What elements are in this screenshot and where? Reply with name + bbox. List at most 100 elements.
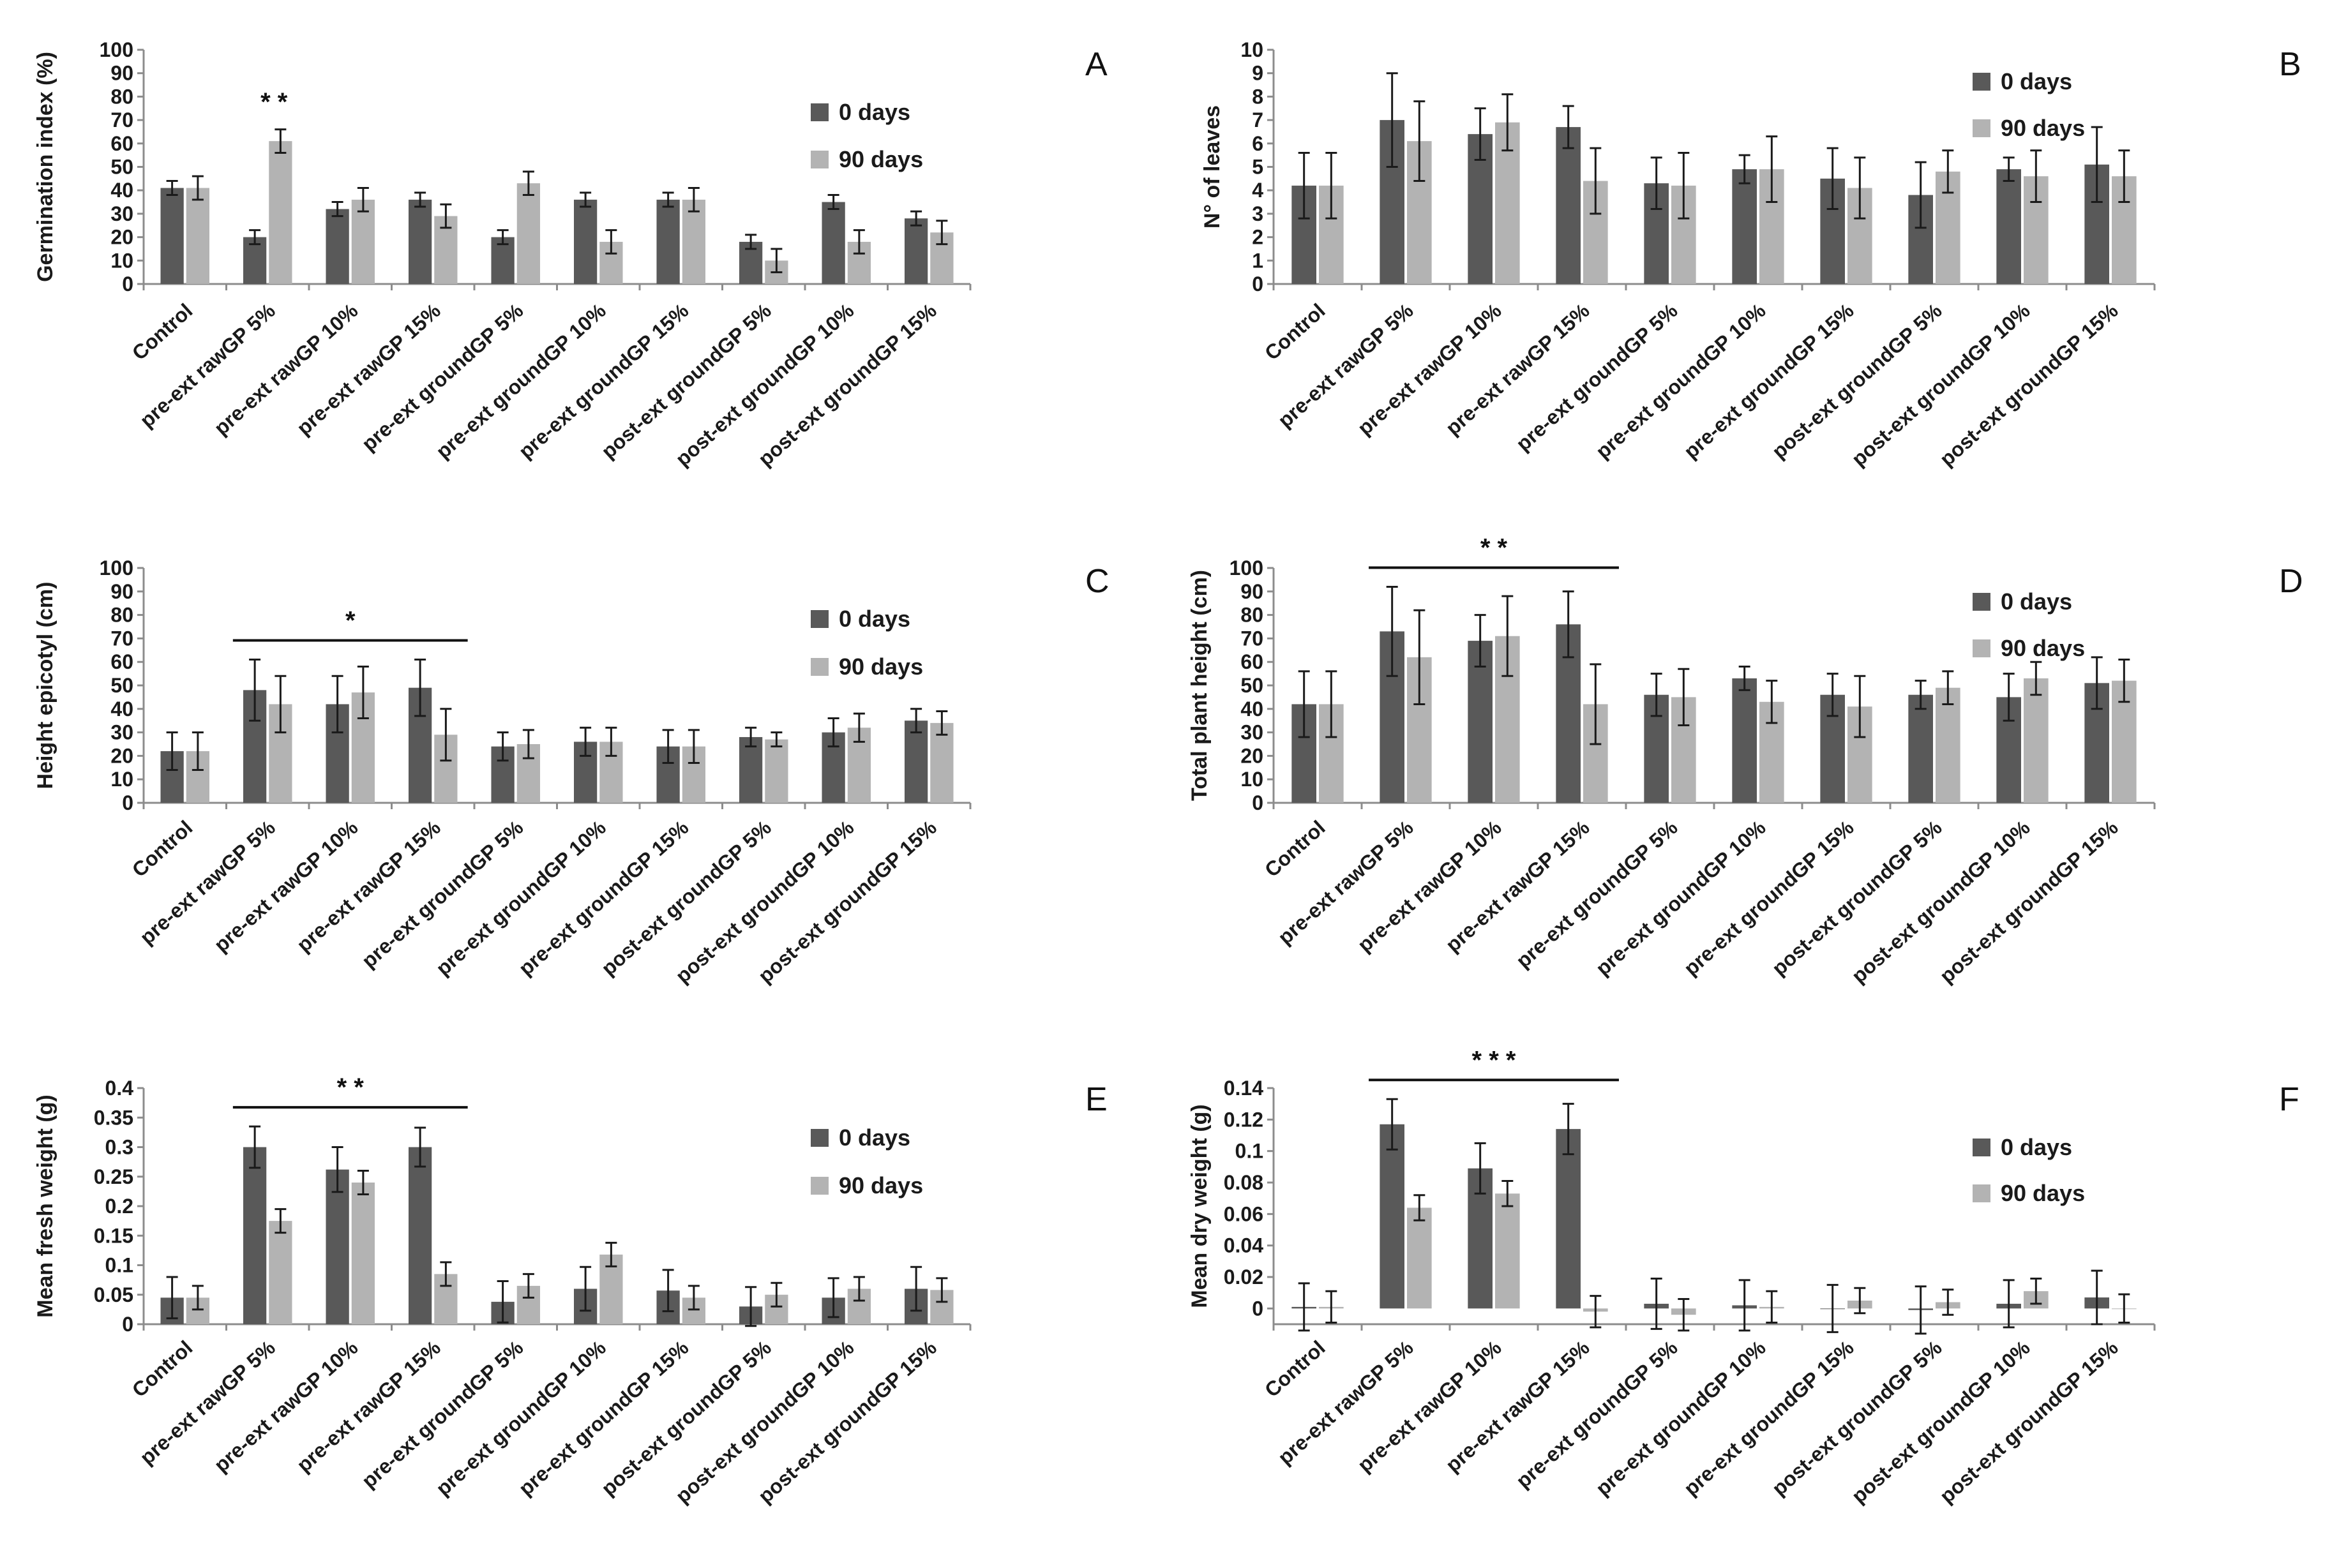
y-tick-label: 10 bbox=[110, 768, 133, 791]
legend: 0 days 90 days bbox=[1973, 68, 2085, 141]
y-tick-label: 60 bbox=[1240, 650, 1263, 673]
y-tick-label: 0.4 bbox=[105, 1077, 134, 1100]
y-tick-label: 20 bbox=[110, 744, 133, 767]
chart-panel-e: 0 0.05 0.1 0.15 0.2 0.25 0.3 0.35 0.4 Mean fresh … bbox=[33, 1073, 1108, 1507]
x-category-label: pre-ext rawGP 10% bbox=[1353, 1336, 1506, 1476]
bar-day0 bbox=[904, 218, 928, 284]
y-tick-label: 0.05 bbox=[94, 1283, 133, 1306]
x-category-label: Control bbox=[1260, 1336, 1330, 1401]
x-category-label: post-ext groundGP 5% bbox=[1768, 1336, 1946, 1500]
y-tick-label: 0.2 bbox=[105, 1195, 133, 1218]
x-category-label: pre-ext groundGP 15% bbox=[514, 299, 693, 463]
y-tick-label: 0.3 bbox=[105, 1136, 133, 1159]
x-category-label: post-ext groundGP 5% bbox=[597, 299, 776, 463]
y-tick-label: 7 bbox=[1252, 108, 1263, 131]
x-category-label: pre-ext groundGP 10% bbox=[432, 1336, 610, 1500]
y-tick-label: 10 bbox=[1240, 768, 1263, 791]
y-tick-label: 20 bbox=[110, 226, 133, 249]
x-category-label: pre-ext rawGP 15% bbox=[292, 1336, 445, 1476]
x-category-label: post-ext groundGP 5% bbox=[597, 1336, 776, 1500]
legend-label: 90 days bbox=[839, 146, 923, 172]
significance-marker: * * bbox=[260, 88, 288, 116]
x-category-label: Control bbox=[128, 299, 197, 364]
y-tick-label: 70 bbox=[110, 627, 133, 650]
y-axis-title: Height epicotyl (cm) bbox=[33, 582, 57, 789]
legend-label: 0 days bbox=[2001, 588, 2072, 615]
y-tick-label: 100 bbox=[1230, 556, 1263, 579]
x-category-label: pre-ext rawGP 5% bbox=[135, 816, 280, 948]
y-tick-label: 10 bbox=[110, 249, 133, 272]
y-tick-label: 0.02 bbox=[1224, 1266, 1263, 1288]
y-tick-label: 40 bbox=[110, 698, 133, 721]
x-category-label: post-ext groundGP 10% bbox=[1847, 1336, 2034, 1507]
y-tick-label: 4 bbox=[1252, 179, 1263, 202]
y-tick-label: 90 bbox=[110, 62, 133, 85]
significance-marker: * * bbox=[337, 1073, 365, 1101]
x-category-label: Control bbox=[128, 1336, 197, 1401]
legend-label: 90 days bbox=[839, 653, 923, 680]
legend-swatch-day0 bbox=[1973, 593, 1990, 611]
y-tick-label: 60 bbox=[110, 650, 133, 673]
y-tick-label: 2 bbox=[1252, 226, 1263, 249]
y-tick-label: 80 bbox=[1240, 604, 1263, 627]
x-category-label: pre-ext rawGP 10% bbox=[209, 299, 362, 439]
bar-day0 bbox=[1468, 641, 1493, 803]
bar-day90 bbox=[930, 722, 954, 803]
bar-day0 bbox=[243, 1147, 267, 1324]
legend-label: 0 days bbox=[839, 1124, 910, 1151]
x-category-label: post-ext groundGP 10% bbox=[1847, 816, 2034, 987]
y-tick-label: 5 bbox=[1252, 156, 1263, 179]
y-tick-label: 0 bbox=[1252, 791, 1263, 814]
bar-day0 bbox=[408, 1147, 432, 1324]
bar-day90 bbox=[351, 199, 375, 284]
bar-day0 bbox=[1996, 169, 2021, 284]
legend-swatch-day90 bbox=[811, 1177, 829, 1195]
significance-marker: * bbox=[345, 607, 356, 635]
y-tick-label: 50 bbox=[110, 674, 133, 697]
x-category-label: pre-ext rawGP 15% bbox=[292, 299, 445, 439]
y-tick-label: 30 bbox=[110, 721, 133, 744]
bar-day0 bbox=[326, 209, 349, 284]
legend-label: 90 days bbox=[2001, 1180, 2085, 1206]
y-tick-label: 80 bbox=[110, 85, 133, 108]
y-tick-label: 30 bbox=[110, 202, 133, 225]
panel-letter: B bbox=[2279, 46, 2301, 83]
bar-day90 bbox=[765, 739, 788, 803]
x-category-label: post-ext groundGP 15% bbox=[1935, 816, 2122, 987]
y-tick-label: 3 bbox=[1252, 202, 1263, 225]
bar-day0 bbox=[573, 199, 598, 284]
y-tick-label: 0 bbox=[1252, 273, 1263, 295]
x-category-label: pre-ext groundGP 10% bbox=[432, 299, 610, 463]
bar-day0 bbox=[1908, 694, 1933, 803]
x-category-label: pre-ext rawGP 5% bbox=[135, 299, 280, 431]
y-tick-label: 0.04 bbox=[1224, 1234, 1263, 1257]
x-category-label: pre-ext rawGP 15% bbox=[1441, 816, 1594, 956]
y-tick-label: 0.1 bbox=[1235, 1140, 1263, 1163]
chart-panel-f: 0 0.02 0.04 0.06 0.08 0.1 0.12 0.14 Mean dry wei… bbox=[1187, 1046, 2299, 1507]
bar-day90 bbox=[269, 1221, 292, 1324]
x-category-label: pre-ext groundGP 5% bbox=[357, 1336, 528, 1492]
x-category-label: post-ext groundGP 10% bbox=[1847, 299, 2034, 470]
legend-label: 0 days bbox=[2001, 68, 2072, 94]
x-category-label: pre-ext groundGP 5% bbox=[357, 299, 528, 455]
y-axis-title: Mean dry weight (g) bbox=[1187, 1104, 1212, 1308]
bar-day0 bbox=[822, 202, 845, 284]
y-tick-label: 20 bbox=[1240, 744, 1263, 767]
bar-day0 bbox=[160, 188, 184, 284]
legend-swatch-day90 bbox=[811, 658, 829, 676]
legend: 0 days 90 days bbox=[1973, 1134, 2085, 1206]
x-category-label: pre-ext rawGP 15% bbox=[292, 816, 445, 956]
bar-day0 bbox=[739, 736, 763, 803]
y-tick-label: 30 bbox=[1240, 721, 1263, 744]
bar-day0 bbox=[408, 199, 432, 284]
legend-swatch-day0 bbox=[1973, 1139, 1990, 1156]
panel-letter: E bbox=[1085, 1081, 1108, 1118]
y-tick-label: 50 bbox=[110, 156, 133, 179]
x-category-label: pre-ext groundGP 15% bbox=[514, 1336, 693, 1500]
bar-day0 bbox=[904, 721, 928, 803]
y-tick-label: 0.14 bbox=[1224, 1077, 1263, 1100]
